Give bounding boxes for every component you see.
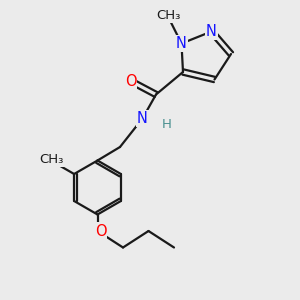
Text: CH₃: CH₃: [39, 153, 64, 166]
Text: O: O: [125, 74, 136, 88]
Text: H: H: [162, 118, 171, 131]
Text: N: N: [176, 36, 187, 51]
Text: CH₃: CH₃: [156, 9, 180, 22]
Text: O: O: [95, 224, 106, 238]
Text: N: N: [137, 111, 148, 126]
Text: N: N: [206, 24, 217, 39]
